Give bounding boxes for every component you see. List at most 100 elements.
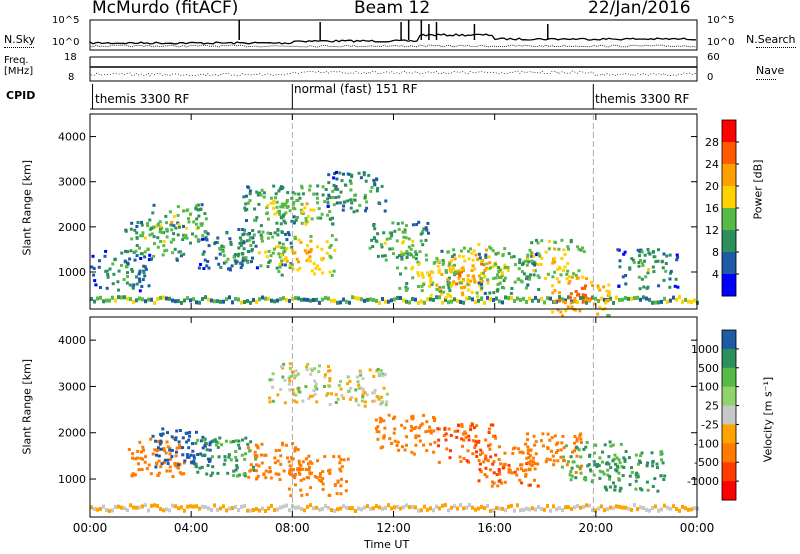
echo-cell	[640, 451, 644, 455]
echo-cell	[150, 503, 153, 508]
echo-cell	[621, 474, 625, 478]
echo-cell	[624, 296, 627, 301]
echo-cell	[454, 270, 457, 274]
echo-cell	[360, 297, 363, 302]
echo-cell	[236, 474, 239, 478]
echo-cell	[321, 185, 325, 189]
echo-cell	[442, 290, 446, 294]
echo-cell	[310, 471, 314, 475]
echo-cell	[229, 240, 233, 244]
echo-cell	[244, 452, 247, 456]
echo-cell	[277, 245, 281, 249]
echo-cell	[139, 456, 143, 460]
echo-cell	[666, 299, 669, 304]
echo-cell	[336, 507, 339, 512]
echo-cell	[400, 221, 404, 225]
echo-cell	[279, 388, 283, 391]
echo-cell	[357, 506, 360, 511]
echo-cell	[138, 289, 142, 293]
echo-cell	[344, 489, 348, 493]
echo-cell	[290, 245, 294, 249]
echo-cell	[260, 237, 264, 240]
echo-cell	[323, 373, 327, 377]
echo-cell	[175, 258, 179, 262]
echo-cell	[330, 508, 333, 513]
echo-cell	[255, 454, 259, 458]
echo-cell	[170, 222, 174, 226]
echo-cell	[117, 288, 120, 292]
echo-cell	[470, 423, 474, 427]
nsky-tick-low: 10^0	[52, 37, 80, 48]
y-tick-label: 1000	[58, 266, 86, 279]
echo-cell	[492, 297, 495, 302]
echo-cell	[559, 273, 563, 277]
echo-cell	[540, 239, 544, 243]
echo-cell	[185, 453, 189, 457]
echo-cell	[144, 267, 148, 271]
echo-cell	[580, 286, 584, 290]
echo-cell	[651, 485, 655, 488]
echo-cell	[460, 291, 464, 295]
echo-cell	[340, 179, 344, 183]
echo-cell	[468, 295, 471, 300]
echo-cell	[309, 208, 313, 212]
nave-tick-low: 0	[707, 72, 714, 83]
echo-cell	[102, 299, 105, 304]
x-tick-label: 00:00	[680, 521, 715, 535]
echo-cell	[219, 506, 222, 511]
echo-cell	[192, 459, 196, 463]
echo-cell	[532, 260, 536, 264]
echo-cell	[200, 203, 204, 207]
echo-cell	[288, 388, 292, 392]
echo-cell	[520, 481, 524, 485]
echo-cell	[660, 507, 663, 512]
echo-cell	[270, 298, 273, 303]
echo-cell	[249, 508, 252, 513]
echo-cell	[635, 471, 639, 475]
echo-cell	[120, 251, 124, 255]
echo-cell	[426, 507, 429, 512]
echo-cell	[312, 192, 316, 196]
echo-cell	[260, 453, 263, 457]
echo-cell	[472, 426, 476, 430]
echo-cell	[310, 217, 314, 221]
echo-cell	[335, 177, 339, 181]
echo-cell	[565, 463, 569, 467]
echo-cell	[120, 295, 123, 300]
echo-cell	[255, 266, 259, 270]
echo-cell	[424, 430, 428, 434]
echo-cell	[312, 262, 316, 266]
echo-cell	[358, 369, 362, 373]
echo-cell	[660, 299, 663, 304]
echo-cell	[400, 253, 404, 257]
echo-cell	[243, 206, 247, 210]
echo-cell	[357, 296, 360, 301]
echo-cell	[648, 252, 652, 256]
echo-cell	[458, 274, 462, 278]
echo-cell	[569, 455, 573, 459]
echo-cell	[336, 300, 339, 305]
echo-cell	[365, 206, 369, 210]
echo-cell	[585, 300, 588, 305]
echo-cell	[132, 283, 136, 287]
echo-cell	[534, 507, 537, 512]
echo-cell	[266, 211, 269, 215]
echo-cell	[213, 503, 216, 508]
echo-cell	[399, 272, 402, 276]
echo-cell	[477, 252, 481, 256]
echo-cell	[237, 228, 241, 231]
echo-cell	[191, 232, 194, 236]
echo-cell	[328, 210, 332, 214]
echo-cell	[609, 444, 613, 448]
echo-cell	[567, 247, 570, 251]
echo-cell	[384, 258, 388, 262]
echo-cell	[576, 293, 579, 297]
echo-cell	[393, 427, 397, 431]
colorbar-tick-label: 100	[698, 381, 719, 394]
echo-cell	[181, 436, 185, 440]
echo-cell	[226, 471, 230, 475]
echo-cell	[460, 286, 463, 290]
echo-cell	[147, 508, 150, 513]
echo-cell	[609, 505, 612, 510]
echo-cell	[432, 429, 436, 433]
